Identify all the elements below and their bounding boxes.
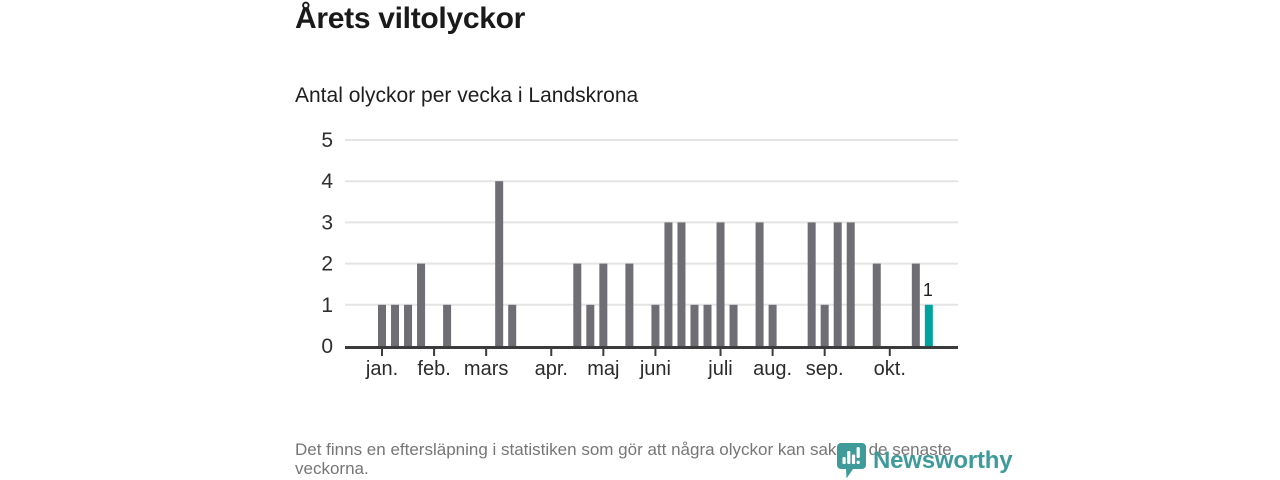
chart-title: Årets viltolyckor xyxy=(295,2,525,35)
bar-chart-container: jan. feb. mars apr. maj juni juli aug. sep. okt. 0… xyxy=(295,125,975,387)
x-tick-label: juli xyxy=(707,358,732,380)
bar-week-31 xyxy=(768,304,777,346)
bar-week-2 xyxy=(391,304,400,346)
bar-chart: jan. feb. mars apr. maj juni juli aug. sep. okt. 0… xyxy=(321,129,958,380)
newsworthy-icon xyxy=(837,443,866,479)
x-tick-label: jan. xyxy=(365,358,398,380)
bar-week-27 xyxy=(716,222,725,346)
bar-week-18 xyxy=(599,263,608,346)
bar-week-35 xyxy=(820,304,829,346)
y-tick-label: 1 xyxy=(321,294,333,317)
bar-week-6 xyxy=(443,304,452,346)
bar-week-17 xyxy=(586,304,595,346)
x-tick-label: okt. xyxy=(874,358,906,380)
y-tick-label: 2 xyxy=(321,253,333,276)
bar-week-42 xyxy=(911,263,920,346)
x-tick-label: mars xyxy=(464,358,508,380)
bar-week-1 xyxy=(378,304,386,346)
x-tick-label: feb. xyxy=(417,358,450,380)
x-tick-label: aug. xyxy=(753,358,792,380)
bar-week-26 xyxy=(703,304,712,346)
bar-week-3 xyxy=(404,304,413,346)
y-tick-label: 3 xyxy=(321,211,333,234)
bar-week-34 xyxy=(807,222,816,346)
x-tick-label: sep. xyxy=(806,358,844,380)
x-tick-label: apr. xyxy=(535,358,568,380)
chart-subtitle: Antal olyckor per vecka i Landskrona xyxy=(295,84,639,107)
footnote: Det finns en eftersläpning i statistiken… xyxy=(295,440,952,478)
y-tick-label: 4 xyxy=(321,170,333,193)
bar-week-37 xyxy=(846,222,855,346)
bar-week-11 xyxy=(508,304,517,346)
bar-highlight-week-43 xyxy=(924,304,933,346)
bar-week-16 xyxy=(573,263,582,346)
bar-week-36 xyxy=(833,222,842,346)
bar-week-22 xyxy=(651,304,660,346)
x-tick-label: juni xyxy=(639,358,671,380)
bar-week-25 xyxy=(690,304,699,346)
bar-week-24 xyxy=(677,222,686,346)
last-bar-value-label: 1 xyxy=(923,280,933,300)
bar-week-4 xyxy=(417,263,426,346)
bar-week-39 xyxy=(872,263,881,346)
x-tick-label: maj xyxy=(587,358,619,380)
newsworthy-wordmark: Newsworthy xyxy=(873,446,1013,474)
bar-week-20 xyxy=(625,263,634,346)
newsworthy-logo: Newsworthy xyxy=(836,442,1013,479)
bar-week-30 xyxy=(755,222,764,346)
bar-week-28 xyxy=(729,304,738,346)
y-tick-label: 5 xyxy=(321,129,333,152)
y-tick-label: 0 xyxy=(321,335,333,358)
bar-week-10 xyxy=(495,181,504,346)
bar-week-23 xyxy=(664,222,673,346)
